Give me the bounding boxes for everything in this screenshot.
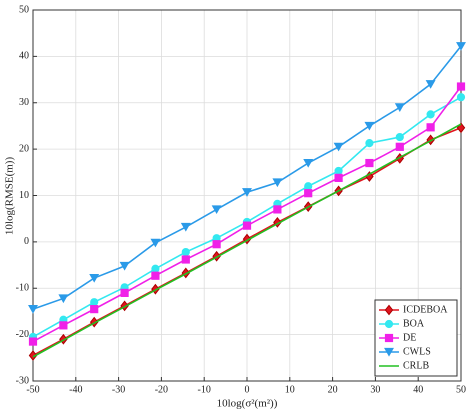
marker bbox=[425, 80, 436, 89]
marker bbox=[365, 158, 374, 168]
marker bbox=[384, 304, 394, 316]
marker bbox=[28, 350, 38, 361]
y-tick-label: -10 bbox=[16, 283, 29, 294]
marker bbox=[150, 238, 161, 248]
x-tick-label: 30 bbox=[370, 384, 380, 395]
marker bbox=[90, 305, 99, 314]
marker bbox=[180, 222, 191, 232]
marker bbox=[151, 283, 160, 295]
marker bbox=[304, 189, 313, 198]
marker bbox=[395, 142, 404, 151]
marker bbox=[242, 188, 252, 197]
marker bbox=[456, 42, 466, 51]
marker bbox=[151, 271, 160, 280]
marker bbox=[395, 132, 404, 142]
marker bbox=[242, 221, 252, 230]
y-tick-label: 20 bbox=[19, 143, 29, 154]
x-tick-label: -50 bbox=[26, 384, 39, 395]
marker bbox=[90, 298, 99, 307]
marker bbox=[58, 294, 69, 304]
y-tick-label: -30 bbox=[16, 375, 29, 386]
legend: ICDEBOA BOA DE CWLS CRLB bbox=[374, 299, 458, 377]
x-tick-label: 40 bbox=[413, 384, 423, 395]
marker bbox=[59, 321, 68, 330]
marker bbox=[384, 347, 394, 357]
marker bbox=[181, 267, 191, 279]
x-axis-label: 10log(σ²(m²)) bbox=[217, 398, 278, 410]
marker bbox=[181, 247, 190, 257]
marker bbox=[59, 333, 68, 345]
marker bbox=[364, 121, 375, 131]
marker bbox=[119, 261, 130, 271]
marker bbox=[28, 337, 38, 346]
y-tick-label: 0 bbox=[24, 236, 29, 247]
marker bbox=[426, 123, 435, 132]
marker bbox=[211, 205, 222, 215]
marker bbox=[334, 173, 343, 182]
legend-label: BOA bbox=[403, 318, 425, 329]
y-tick-label: 30 bbox=[19, 97, 29, 108]
x-tick-label: -10 bbox=[198, 384, 211, 395]
y-tick-label: 10 bbox=[19, 190, 29, 201]
marker bbox=[212, 240, 221, 249]
marker bbox=[120, 288, 129, 297]
marker bbox=[273, 205, 282, 214]
x-tick-label: 50 bbox=[456, 384, 466, 395]
x-tick-label: -30 bbox=[112, 384, 125, 395]
marker bbox=[272, 178, 283, 188]
x-tick-label: -40 bbox=[69, 384, 82, 395]
marker bbox=[394, 103, 405, 112]
legend-label: CWLS bbox=[403, 346, 431, 357]
marker bbox=[89, 273, 100, 283]
marker bbox=[384, 319, 394, 329]
x-tick-label: 10 bbox=[285, 384, 295, 395]
marker bbox=[384, 333, 394, 343]
marker bbox=[426, 110, 435, 119]
legend-label: ICDEBOA bbox=[403, 304, 448, 315]
x-tick-label: 20 bbox=[328, 384, 338, 395]
marker bbox=[334, 166, 343, 176]
y-tick-label: 40 bbox=[19, 51, 29, 62]
marker bbox=[212, 250, 221, 262]
marker bbox=[456, 93, 466, 102]
series-line bbox=[32, 123, 462, 358]
x-tick-label: 0 bbox=[245, 384, 250, 395]
y-tick-label: 50 bbox=[19, 4, 29, 15]
marker bbox=[365, 138, 374, 148]
marker bbox=[303, 158, 314, 168]
marker bbox=[181, 255, 190, 264]
legend-label: DE bbox=[403, 332, 416, 343]
x-tick-label: -20 bbox=[155, 384, 168, 395]
y-axis-label: 10log(RMSE(m)) bbox=[4, 157, 16, 236]
marker bbox=[304, 182, 313, 191]
marker bbox=[456, 82, 466, 91]
marker bbox=[28, 305, 38, 314]
marker bbox=[151, 264, 160, 273]
marker bbox=[333, 142, 344, 152]
y-tick-label: -20 bbox=[16, 329, 29, 340]
plot-frame bbox=[32, 9, 462, 382]
legend-label: CRLB bbox=[403, 360, 429, 371]
